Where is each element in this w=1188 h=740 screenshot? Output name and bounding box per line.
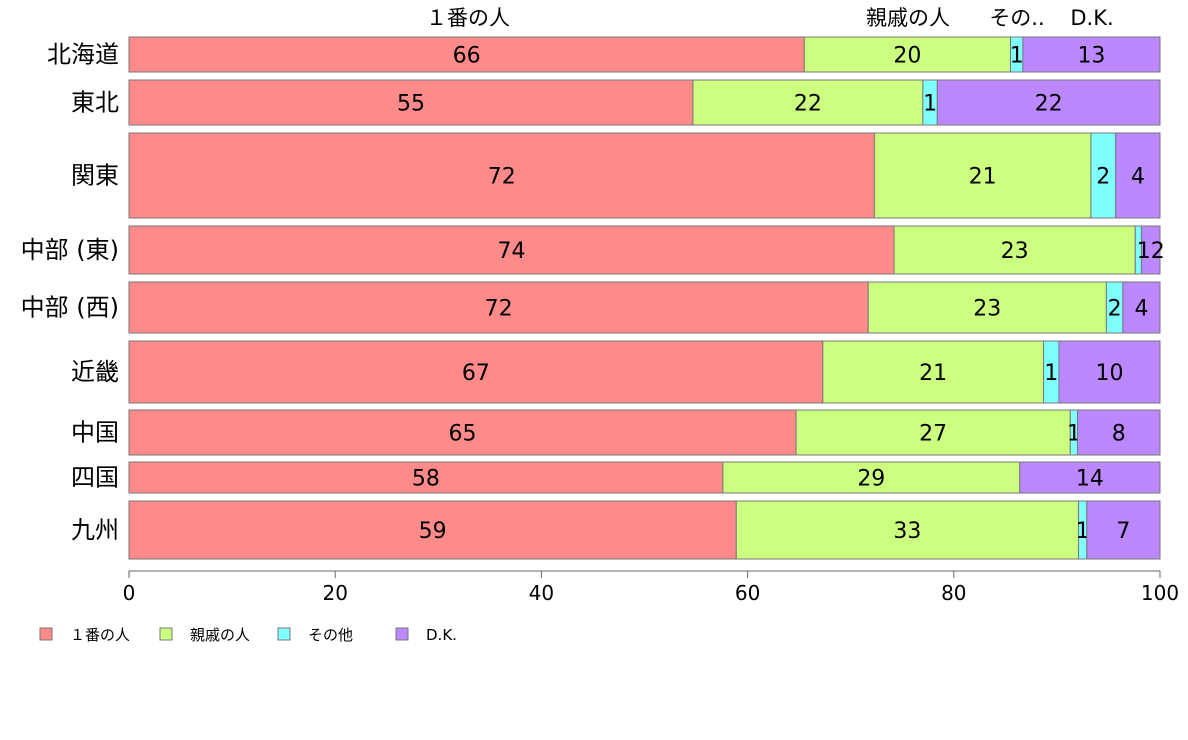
category-label: 九州: [71, 516, 119, 544]
bar-segment: [873, 132, 1092, 219]
legend-swatch: [395, 627, 409, 641]
data-label: 22: [1035, 92, 1063, 117]
legend-label: その他: [308, 626, 353, 644]
bar-segment: [1086, 500, 1161, 560]
data-label: 23: [1001, 239, 1029, 264]
data-label: 1: [1044, 361, 1058, 386]
bar-segment: [1022, 36, 1161, 73]
category-label: 東北: [71, 89, 119, 117]
category-label: 中部 (西): [21, 294, 119, 322]
x-tick-label: 20: [322, 581, 347, 605]
x-tick-label: 80: [941, 581, 966, 605]
category-label: 四国: [71, 464, 119, 492]
bar-segment: [1122, 281, 1161, 334]
bar-segment: [128, 225, 895, 275]
bar-segment: [1019, 461, 1161, 494]
top-series-label: その..: [989, 6, 1044, 30]
legend-swatch: [39, 627, 53, 641]
data-label: 2: [1108, 297, 1122, 322]
legend-label: １番の人: [70, 626, 130, 644]
data-label: 12: [1137, 239, 1165, 264]
legend-swatch: [277, 627, 291, 641]
legend-label: 親戚の人: [190, 626, 250, 644]
bar-segment: [128, 281, 869, 334]
data-label: 74: [498, 239, 526, 264]
bar-segment: [803, 36, 1012, 73]
data-label: 10: [1095, 361, 1123, 386]
bar-segment: [893, 225, 1136, 275]
bar-segment: [722, 461, 1021, 494]
bar-segment: [1058, 340, 1161, 404]
data-label: 23: [973, 297, 1001, 322]
bar-segment: [128, 409, 797, 456]
data-label: 1: [1076, 519, 1090, 544]
bar-segment: [735, 500, 1080, 560]
data-label: 33: [893, 519, 921, 544]
data-label: 29: [857, 467, 885, 492]
data-label: 22: [794, 92, 822, 117]
category-label: 中国: [71, 419, 119, 447]
data-label: 4: [1131, 165, 1145, 190]
data-label: 13: [1077, 44, 1105, 69]
bar-segment: [128, 340, 824, 404]
bar-segment: [1115, 132, 1161, 219]
category-label: 北海道: [47, 41, 119, 69]
data-label: 72: [488, 165, 516, 190]
bar-segment: [128, 36, 805, 73]
category-label: 中部 (東): [21, 236, 119, 264]
bar-segment: [936, 79, 1161, 126]
legend-label: D.K.: [426, 626, 457, 644]
data-label: 59: [419, 519, 447, 544]
top-series-label: 親戚の人: [866, 6, 950, 30]
bar-segment: [1140, 225, 1161, 275]
data-label: 27: [919, 422, 947, 447]
data-label: 67: [462, 361, 490, 386]
data-label: 58: [412, 467, 440, 492]
top-series-label: D.K.: [1070, 6, 1113, 30]
legend-swatch: [159, 627, 173, 641]
data-label: 2: [1096, 165, 1110, 190]
bar-segment: [1077, 409, 1161, 456]
bar-segment: [128, 461, 724, 494]
bar-segment: [128, 500, 737, 560]
top-series-label: １番の人: [426, 6, 510, 30]
data-label: 14: [1076, 467, 1104, 492]
bar-segment: [1090, 132, 1117, 219]
data-label: 65: [449, 422, 477, 447]
data-label: 7: [1116, 519, 1130, 544]
data-label: 21: [919, 361, 947, 386]
bar-segment: [867, 281, 1107, 334]
bar-segment: [692, 79, 924, 126]
data-label: 21: [969, 165, 997, 190]
data-label: 66: [453, 44, 481, 69]
bar-segment: [128, 132, 875, 219]
data-label: 20: [893, 44, 921, 69]
bar-segment: [822, 340, 1044, 404]
bar-segment: [128, 79, 694, 126]
x-tick-label: 60: [735, 581, 760, 605]
x-tick-label: 40: [529, 581, 554, 605]
x-tick-label: 0: [123, 581, 136, 605]
data-label: 1: [1010, 44, 1024, 69]
category-label: 近畿: [71, 358, 119, 386]
bar-segment: [795, 409, 1071, 456]
x-tick-label: 100: [1141, 581, 1179, 605]
data-label: 1: [923, 92, 937, 117]
data-label: 8: [1112, 422, 1126, 447]
data-label: 55: [397, 92, 425, 117]
data-label: 72: [485, 297, 513, 322]
data-label: 4: [1134, 297, 1148, 322]
category-label: 関東: [71, 162, 119, 190]
